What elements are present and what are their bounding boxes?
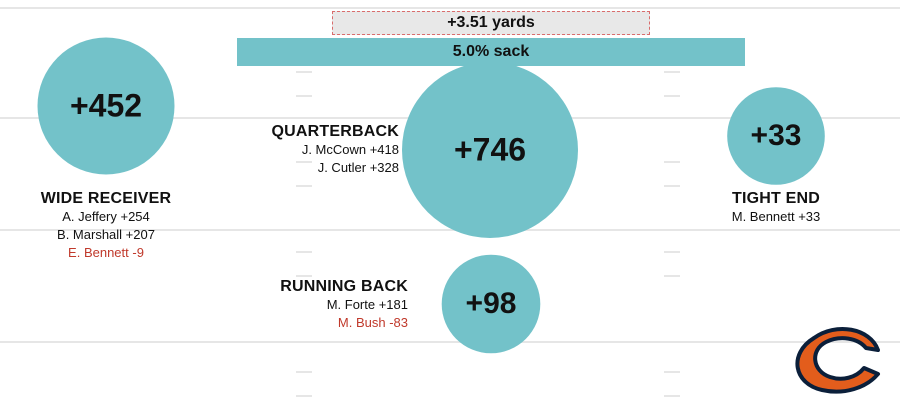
- rb-title: RUNNING BACK: [280, 278, 408, 295]
- qb-bubble: [402, 62, 578, 238]
- wr-total-value: +452: [69, 87, 143, 124]
- hash-marks: [296, 71, 680, 397]
- rb-total-value: +98: [465, 287, 517, 320]
- rb-player-1: M. Forte +181: [326, 297, 408, 312]
- yards-label: +3.51 yards: [447, 14, 535, 31]
- wr-player-2: B. Marshall +207: [57, 227, 155, 242]
- qb-player-2: J. Cutler +328: [317, 160, 399, 175]
- sack-label: 5.0% sack: [452, 43, 530, 60]
- bears-c-logo-icon: [795, 326, 880, 394]
- qb-title: QUARTERBACK: [271, 123, 399, 140]
- wr-player-1: A. Jeffery +254: [62, 209, 150, 224]
- wr-label-block: WIDE RECEIVER A. Jeffery +254 B. Marshal…: [26, 190, 186, 262]
- qb-total-value: +746: [453, 131, 527, 168]
- rb-label-block: RUNNING BACK M. Forte +181 M. Bush -83: [280, 278, 408, 332]
- wr-bubble: [37, 37, 175, 175]
- te-bubble: [727, 87, 825, 185]
- yards-bar: +3.51 yards: [332, 11, 650, 35]
- bears-logo: [795, 326, 880, 394]
- qb-player-1: J. McCown +418: [301, 142, 399, 157]
- sack-bar: 5.0% sack: [237, 38, 745, 66]
- bubbles-layer: [37, 37, 825, 354]
- te-total-value: +33: [750, 119, 802, 152]
- te-label-block: TIGHT END M. Bennett +33: [706, 190, 846, 226]
- rb-player-2: M. Bush -83: [337, 315, 408, 330]
- qb-label-block: QUARTERBACK J. McCown +418 J. Cutler +32…: [271, 123, 399, 177]
- te-player-1: M. Bennett +33: [731, 209, 821, 224]
- te-title: TIGHT END: [731, 190, 821, 207]
- rb-bubble: [441, 254, 541, 354]
- wr-title: WIDE RECEIVER: [40, 190, 172, 207]
- wr-player-3: E. Bennett -9: [68, 245, 144, 260]
